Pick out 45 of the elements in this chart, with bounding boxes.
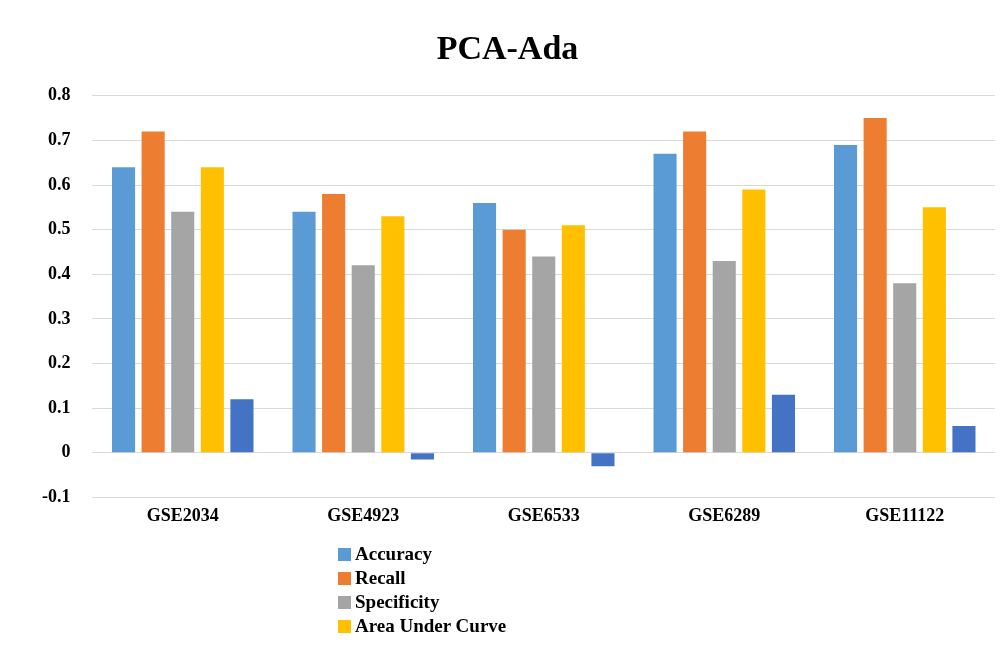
bar <box>893 283 917 453</box>
y-tick-label: 0.8 <box>47 84 71 105</box>
bar <box>141 131 165 453</box>
y-tick-label: -0.1 <box>41 486 71 507</box>
x-tick-label: GSE11122 <box>865 504 945 525</box>
chart-title: PCA-Ada <box>436 29 579 67</box>
bar <box>292 211 316 453</box>
x-tick-label: GSE6533 <box>507 504 580 525</box>
bar <box>561 225 585 453</box>
x-tick-label: GSE2034 <box>146 504 219 525</box>
bar <box>532 256 556 453</box>
bar <box>922 207 946 453</box>
legend-label: Specificity <box>355 590 440 614</box>
bar <box>591 453 615 467</box>
legend-label: Area Under Curve <box>355 614 507 638</box>
bar <box>171 211 195 453</box>
bar <box>834 144 858 453</box>
y-tick-label: 0.1 <box>47 396 71 417</box>
y-tick-label: 0.4 <box>47 262 71 283</box>
bar <box>200 167 224 453</box>
y-tick-label: 0.6 <box>47 173 71 194</box>
bar <box>771 394 795 453</box>
x-tick-label: GSE6289 <box>688 504 761 525</box>
bar <box>322 193 346 453</box>
legend-label: Recall <box>355 566 406 590</box>
bar <box>410 453 434 460</box>
bar <box>952 426 976 453</box>
y-tick-label: 0.7 <box>47 129 71 150</box>
bar <box>502 229 526 453</box>
bar <box>683 131 707 453</box>
bar <box>473 202 497 453</box>
bar <box>351 265 375 453</box>
legend-label: Accuracy <box>355 542 433 566</box>
y-tick-label: 0 <box>61 441 71 462</box>
bar <box>653 153 677 453</box>
bar <box>230 399 254 453</box>
y-tick-label: 0.3 <box>47 307 71 328</box>
bar <box>712 260 736 453</box>
bar <box>742 189 766 453</box>
bar <box>381 216 405 453</box>
y-tick-label: 0.2 <box>47 352 71 373</box>
x-tick-label: GSE4923 <box>327 504 400 525</box>
bar <box>112 167 136 453</box>
y-tick-label: 0.5 <box>47 218 71 239</box>
bar <box>863 118 887 453</box>
